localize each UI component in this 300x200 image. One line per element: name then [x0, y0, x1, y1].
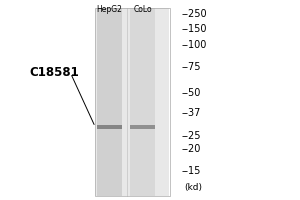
Text: --50: --50 [182, 88, 201, 98]
Text: CoLo: CoLo [133, 5, 152, 14]
Bar [97, 125, 122, 129]
Text: --100: --100 [182, 40, 207, 50]
Bar [172, 8, 178, 196]
Text: --20: --20 [182, 144, 201, 154]
Text: --250: --250 [182, 9, 207, 19]
Text: --37: --37 [182, 108, 201, 118]
Bar [169, 8, 300, 196]
Text: C18581: C18581 [29, 66, 79, 79]
Bar [97, 8, 122, 196]
Bar [94, 8, 170, 196]
Text: HepG2: HepG2 [97, 5, 122, 14]
Text: --15: --15 [182, 166, 201, 176]
Bar [94, 8, 170, 196]
Text: --25: --25 [182, 131, 201, 141]
Text: --75: --75 [182, 62, 201, 72]
Bar [130, 8, 155, 196]
Text: (kd): (kd) [184, 183, 202, 192]
Bar [130, 125, 155, 129]
Text: --150: --150 [182, 24, 207, 34]
